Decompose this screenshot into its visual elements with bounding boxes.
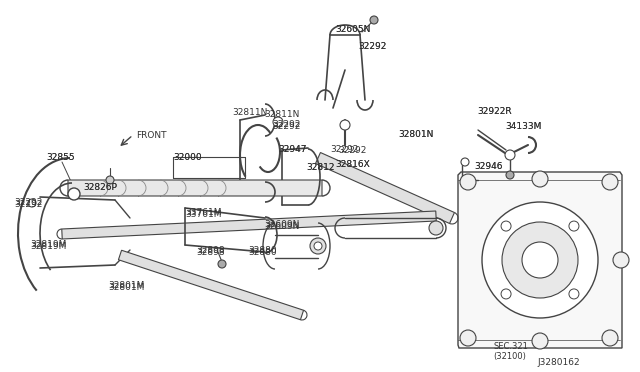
Text: 32609N: 32609N: [264, 220, 300, 229]
Text: 34133M: 34133M: [505, 122, 541, 131]
Text: 32819M: 32819M: [30, 242, 67, 251]
Circle shape: [522, 242, 558, 278]
Text: 32819M: 32819M: [30, 240, 67, 249]
Text: 32292: 32292: [358, 42, 387, 51]
Circle shape: [460, 174, 476, 190]
Circle shape: [532, 333, 548, 349]
Circle shape: [569, 221, 579, 231]
Text: FRONT: FRONT: [136, 131, 166, 140]
Polygon shape: [458, 172, 622, 348]
Polygon shape: [61, 211, 436, 239]
Text: 32898: 32898: [196, 246, 225, 255]
FancyBboxPatch shape: [68, 180, 322, 196]
Circle shape: [429, 221, 443, 235]
Text: 32922R: 32922R: [477, 107, 511, 116]
Text: 32947: 32947: [278, 145, 307, 154]
Text: 32826P: 32826P: [83, 183, 117, 192]
Text: 32811N: 32811N: [264, 110, 300, 119]
Circle shape: [505, 150, 515, 160]
Text: 32947: 32947: [278, 145, 307, 154]
Text: 32609N: 32609N: [264, 222, 300, 231]
Text: 32880: 32880: [248, 246, 276, 255]
Text: 32816X: 32816X: [335, 160, 370, 169]
Circle shape: [314, 242, 322, 250]
Text: 32801N: 32801N: [398, 130, 433, 139]
Text: 32292: 32292: [330, 145, 358, 154]
Circle shape: [106, 176, 114, 184]
Circle shape: [340, 120, 350, 130]
Text: 32826P: 32826P: [83, 183, 117, 192]
Polygon shape: [118, 250, 303, 320]
Circle shape: [370, 16, 378, 24]
Text: 32292: 32292: [272, 122, 300, 131]
Circle shape: [68, 188, 80, 200]
Text: 32946: 32946: [474, 162, 502, 171]
Circle shape: [506, 171, 514, 179]
Text: 33761M: 33761M: [185, 208, 221, 217]
Text: J3280162: J3280162: [538, 358, 580, 367]
Text: 32292: 32292: [14, 200, 42, 209]
Polygon shape: [316, 153, 454, 224]
Text: 32816X: 32816X: [335, 160, 370, 169]
Circle shape: [501, 289, 511, 299]
Text: 32946: 32946: [474, 162, 502, 171]
Text: 32812: 32812: [306, 163, 335, 172]
Text: 32855: 32855: [46, 153, 75, 162]
Text: 34133M: 34133M: [505, 122, 541, 131]
Text: 32292: 32292: [358, 42, 387, 51]
Text: 32292: 32292: [14, 198, 42, 207]
Text: 32000: 32000: [173, 153, 202, 162]
Circle shape: [501, 221, 511, 231]
Circle shape: [502, 222, 578, 298]
Text: 32801M: 32801M: [108, 283, 145, 292]
Text: 32855: 32855: [46, 153, 75, 162]
Circle shape: [532, 171, 548, 187]
Circle shape: [569, 289, 579, 299]
Circle shape: [602, 330, 618, 346]
Circle shape: [613, 252, 629, 268]
Circle shape: [482, 202, 598, 318]
Circle shape: [218, 260, 226, 268]
Text: 32292: 32292: [338, 146, 366, 155]
Text: 33761M: 33761M: [185, 210, 221, 219]
Text: 32801N: 32801N: [398, 130, 433, 139]
Circle shape: [602, 174, 618, 190]
Text: 32898: 32898: [196, 248, 225, 257]
Text: 32812: 32812: [306, 163, 335, 172]
Text: 32811N: 32811N: [232, 108, 268, 117]
Text: 32292: 32292: [272, 120, 300, 129]
Text: 32922R: 32922R: [477, 107, 511, 116]
Circle shape: [28, 199, 36, 207]
Circle shape: [310, 238, 326, 254]
Text: 32605N: 32605N: [335, 25, 371, 34]
Circle shape: [460, 330, 476, 346]
Text: 32801M: 32801M: [108, 281, 145, 290]
Text: 32000: 32000: [173, 153, 202, 162]
Text: 32880: 32880: [248, 248, 276, 257]
Text: 32605N: 32605N: [335, 25, 371, 34]
Circle shape: [461, 158, 469, 166]
Text: SEC.321
(32100): SEC.321 (32100): [493, 342, 528, 362]
Circle shape: [273, 117, 283, 127]
